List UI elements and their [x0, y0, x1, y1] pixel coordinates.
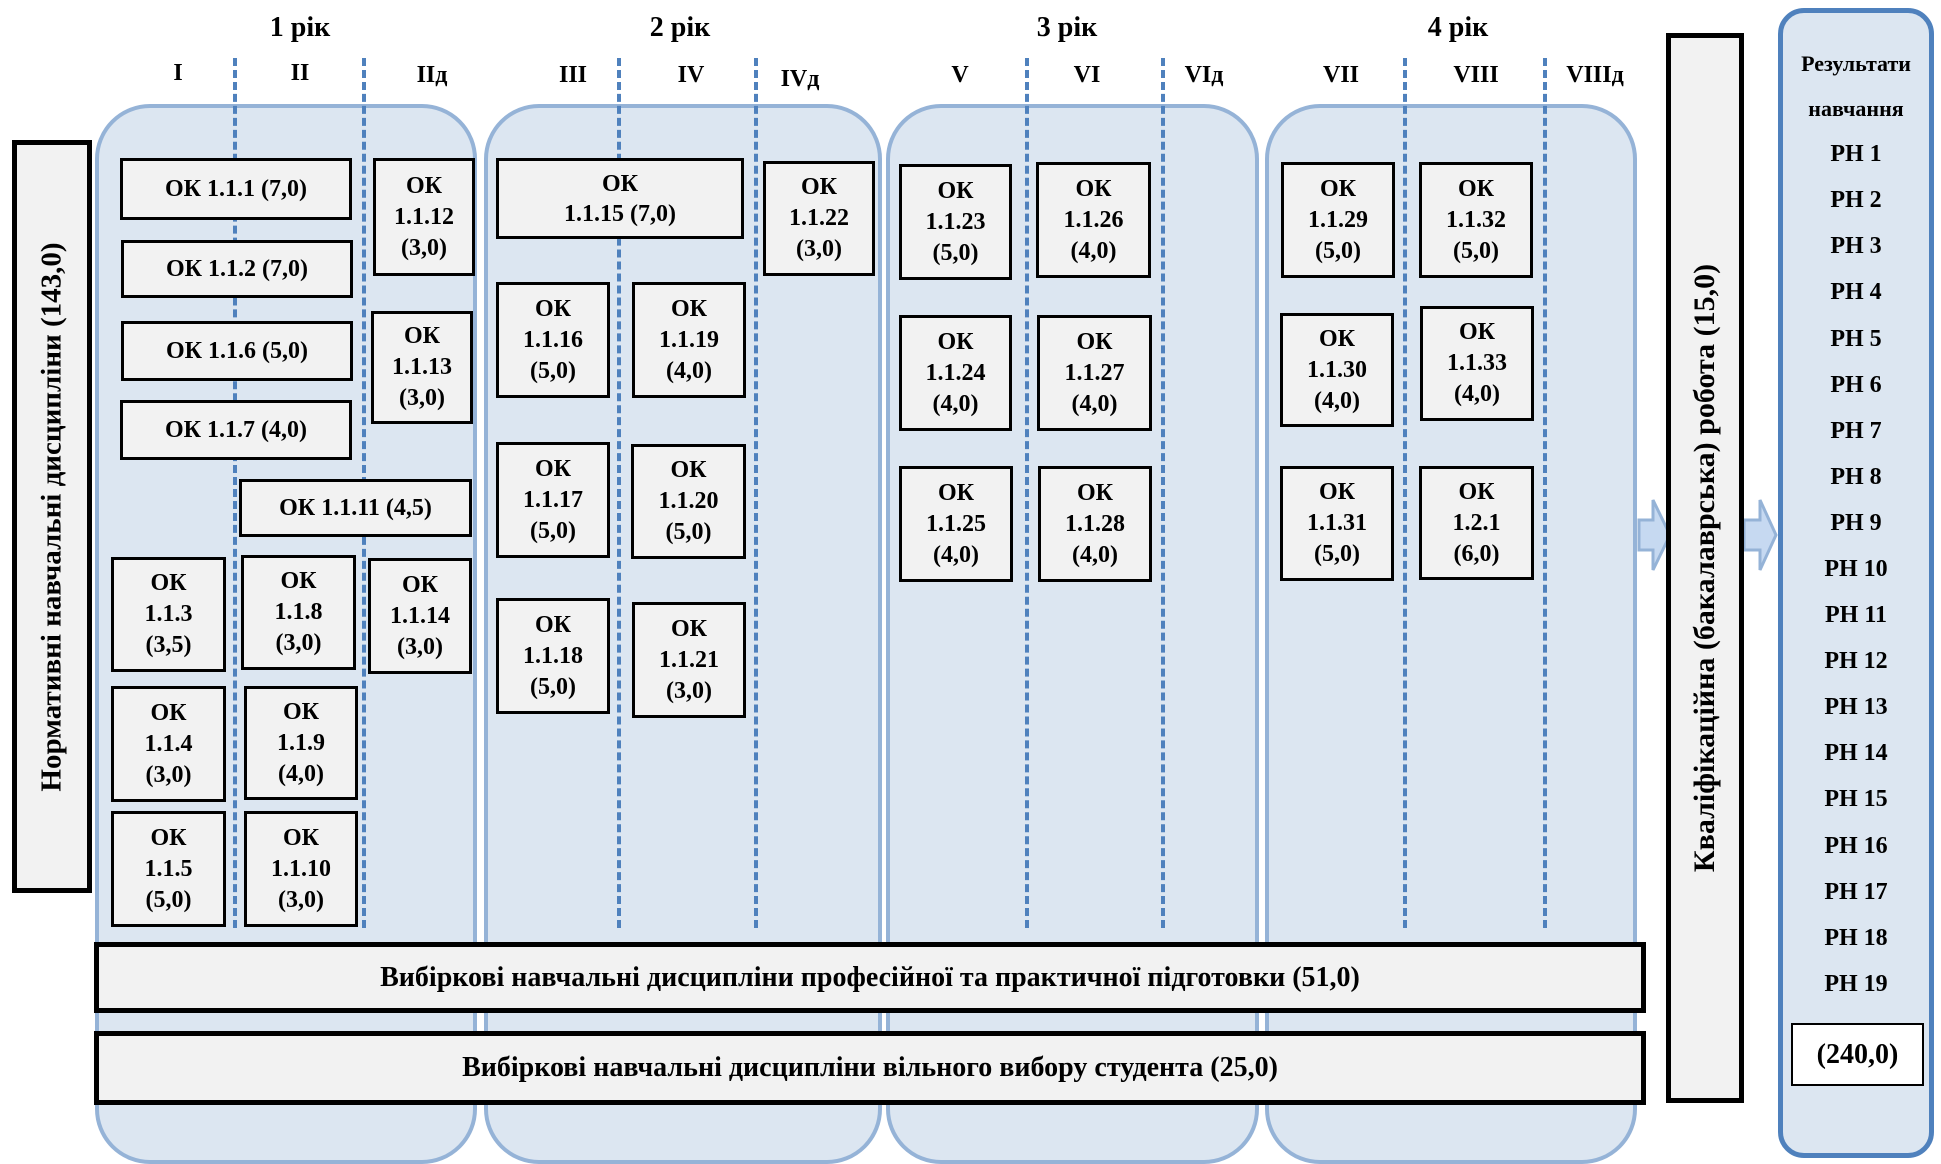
- semester-label: IV: [677, 62, 705, 88]
- course-ok-1-1-29: ОК 1.1.29 (5,0): [1281, 162, 1395, 278]
- course-ok-1-1-7: ОК 1.1.7 (4,0): [120, 400, 352, 460]
- course-ok-1-1-8: ОК 1.1.8 (3,0): [241, 555, 356, 670]
- course-ok-1-1-23: ОК 1.1.23 (5,0): [899, 164, 1012, 280]
- course-ok-1-1-9: ОК 1.1.9 (4,0): [244, 686, 358, 800]
- result-item: РН 11: [1824, 602, 1887, 628]
- course-ok-1-1-3: ОК 1.1.3 (3,5): [111, 557, 226, 672]
- elective-professional-bar: Вибіркові навчальні дисципліни професійн…: [94, 942, 1646, 1013]
- course-ok-1-1-32: ОК 1.1.32 (5,0): [1419, 162, 1533, 278]
- semester-label: VI: [1073, 62, 1101, 88]
- course-ok-1-1-2: ОК 1.1.2 (7,0): [121, 240, 353, 298]
- arrow-right-icon: [1637, 499, 1672, 571]
- result-item: РН 3: [1830, 233, 1882, 259]
- result-item: РН 1: [1830, 141, 1882, 167]
- result-item: РН 5: [1830, 326, 1882, 352]
- semester-label: V: [951, 62, 969, 88]
- result-item: РН 15: [1824, 786, 1888, 812]
- year-label-1: 1 рік: [269, 12, 331, 43]
- course-ok-1-1-20: ОК 1.1.20 (5,0): [631, 444, 746, 559]
- course-ok-1-1-21: ОК 1.1.21 (3,0): [632, 602, 746, 718]
- course-ok-1-1-13: ОК 1.1.13 (3,0): [371, 311, 473, 424]
- course-ok-1-1-12: ОК 1.1.12 (3,0): [373, 158, 475, 276]
- semester-divider: [233, 58, 237, 928]
- course-ok-1-1-18: ОК 1.1.18 (5,0): [496, 598, 610, 714]
- thesis-label: Кваліфікаційна (бакалаврська) робота (15…: [1688, 263, 1721, 873]
- course-ok-1-1-28: ОК 1.1.28 (4,0): [1038, 466, 1152, 582]
- result-item: РН 13: [1824, 694, 1888, 720]
- course-ok-1-1-10: ОК 1.1.10 (3,0): [244, 811, 358, 927]
- result-item: РН 6: [1830, 372, 1882, 398]
- result-item: РН 18: [1824, 925, 1888, 951]
- course-ok-1-1-5: ОК 1.1.5 (5,0): [111, 811, 226, 927]
- course-ok-1-1-14: ОК 1.1.14 (3,0): [368, 558, 472, 674]
- results-title-line1: Результати: [1801, 51, 1911, 76]
- course-ok-1-1-27: ОК 1.1.27 (4,0): [1037, 315, 1152, 431]
- course-ok-1-1-26: ОК 1.1.26 (4,0): [1036, 162, 1151, 278]
- course-ok-1-1-30: ОК 1.1.30 (4,0): [1280, 313, 1394, 427]
- result-item: РН 16: [1824, 833, 1888, 859]
- course-ok-1-1-15: ОК 1.1.15 (7,0): [496, 158, 744, 239]
- semester-divider: [1543, 58, 1547, 928]
- learning-results-panel: Результати навчання РН 1 РН 2 РН 3 РН 4 …: [1778, 8, 1934, 1158]
- year-label-3: 3 рік: [1036, 12, 1098, 43]
- course-ok-1-2-1: ОК 1.2.1 (6,0): [1419, 466, 1534, 580]
- course-ok-1-1-22: ОК 1.1.22 (3,0): [763, 161, 875, 276]
- result-item: РН 9: [1830, 510, 1882, 536]
- semester-label: II: [290, 60, 310, 86]
- semester-label: VII: [1322, 62, 1359, 88]
- semester-label: IVд: [780, 66, 820, 92]
- result-item: РН 14: [1824, 740, 1888, 766]
- arrow-right-icon: [1742, 499, 1778, 571]
- result-item: РН 8: [1830, 464, 1882, 490]
- mandatory-disciplines-box: Нормативні навчальні дисципліни (143,0): [12, 140, 92, 893]
- course-ok-1-1-16: ОК 1.1.16 (5,0): [496, 282, 610, 398]
- result-item: РН 2: [1830, 187, 1882, 213]
- results-title-line2: навчання: [1808, 96, 1904, 121]
- course-ok-1-1-31: ОК 1.1.31 (5,0): [1280, 466, 1394, 581]
- semester-divider: [1161, 58, 1165, 928]
- semester-label: III: [558, 62, 588, 88]
- elective-free-bar: Вибіркові навчальні дисципліни вільного …: [94, 1031, 1646, 1105]
- result-item: РН 7: [1830, 418, 1882, 444]
- semester-label: VIII: [1453, 62, 1499, 88]
- result-item: РН 4: [1830, 279, 1882, 305]
- course-ok-1-1-17: ОК 1.1.17 (5,0): [496, 442, 610, 558]
- course-ok-1-1-24: ОК 1.1.24 (4,0): [899, 315, 1012, 431]
- semester-divider: [1403, 58, 1407, 928]
- mandatory-disciplines-label: Нормативні навчальні дисципліни (143,0): [35, 241, 68, 792]
- result-item: РН 17: [1824, 879, 1888, 905]
- year-label-4: 4 рік: [1427, 12, 1489, 43]
- semester-divider: [617, 58, 621, 928]
- semester-label: IIд: [416, 62, 448, 88]
- total-credits-box: (240,0): [1791, 1023, 1924, 1086]
- year-label-2: 2 рік: [649, 12, 711, 43]
- course-ok-1-1-6: ОК 1.1.6 (5,0): [121, 321, 353, 381]
- semester-label: VIIIд: [1566, 62, 1624, 88]
- course-ok-1-1-1: ОК 1.1.1 (7,0): [120, 158, 352, 220]
- course-ok-1-1-19: ОК 1.1.19 (4,0): [632, 282, 746, 398]
- semester-label: VIд: [1184, 62, 1224, 88]
- result-item: РН 12: [1824, 648, 1888, 674]
- semester-divider: [1025, 58, 1029, 928]
- result-item: РН 10: [1824, 556, 1888, 582]
- course-ok-1-1-11: ОК 1.1.11 (4,5): [239, 479, 472, 537]
- semester-label: I: [173, 60, 183, 86]
- result-item: РН 19: [1824, 971, 1888, 997]
- course-ok-1-1-25: ОК 1.1.25 (4,0): [899, 466, 1013, 582]
- semester-divider: [754, 58, 758, 928]
- thesis-box: Кваліфікаційна (бакалаврська) робота (15…: [1666, 33, 1744, 1103]
- course-ok-1-1-4: ОК 1.1.4 (3,0): [111, 686, 226, 802]
- course-ok-1-1-33: ОК 1.1.33 (4,0): [1420, 306, 1534, 421]
